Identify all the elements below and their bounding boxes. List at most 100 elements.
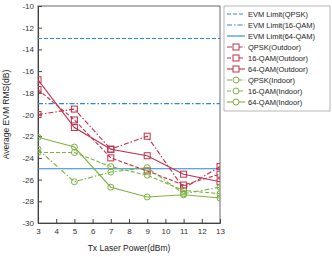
tick-label: 13 <box>216 227 225 236</box>
series-line <box>38 38 220 39</box>
tick-mark <box>38 71 42 72</box>
legend-swatch <box>227 35 245 36</box>
legend-item: QPSK(Indoor) <box>227 76 296 85</box>
tick-label: 5 <box>73 227 78 236</box>
legend-marker <box>233 55 239 61</box>
marker <box>144 172 150 178</box>
tick-label: -16 <box>22 67 34 76</box>
marker <box>38 87 41 93</box>
tick: 13 <box>216 219 225 236</box>
tick-label: -28 <box>22 197 34 206</box>
legend: EVM Limit(QPSK) EVM Limit(16-QAM) EVM Limi… <box>224 6 330 111</box>
tick-label: 10 <box>161 227 170 236</box>
marker <box>144 153 150 159</box>
legend-item: EVM Limit(64-QAM) <box>227 32 316 41</box>
legend-marker <box>233 66 239 72</box>
tick-label: 6 <box>91 227 96 236</box>
tick-label: 11 <box>180 227 189 236</box>
tick: 4 <box>54 219 59 236</box>
x-axis: 345678910111213 <box>36 219 225 236</box>
legend-label: 64-QAM(Indoor) <box>248 98 303 107</box>
legend-label: 64-QAM(Outdoor) <box>248 65 309 74</box>
tick-mark <box>165 219 166 223</box>
tick-mark <box>38 28 42 29</box>
legend-item: EVM Limit(QPSK) <box>227 10 309 19</box>
marker <box>108 155 114 161</box>
tick: 10 <box>161 219 170 236</box>
data-layer <box>38 39 220 201</box>
tick-mark <box>56 219 57 223</box>
marker <box>181 171 187 177</box>
legend-label: 16-QAM(Indoor) <box>248 87 303 96</box>
legend-item: 64-QAM(Outdoor) <box>227 65 309 74</box>
series-line <box>38 137 220 198</box>
legend-label: QPSK(Indoor) <box>248 76 296 85</box>
tick: -30 <box>22 219 42 228</box>
marker <box>71 117 77 123</box>
tick-label: -26 <box>22 176 34 185</box>
legend-label: QPSK(Outdoor) <box>248 43 301 52</box>
tick-mark <box>202 219 203 223</box>
tick-mark <box>38 201 42 202</box>
tick-mark <box>129 219 130 223</box>
marker <box>144 165 150 171</box>
tick: 6 <box>91 219 96 236</box>
marker <box>217 195 220 201</box>
tick-label: 3 <box>36 227 41 236</box>
series-line <box>38 149 220 193</box>
marker <box>217 184 220 190</box>
tick-label: -22 <box>22 132 34 141</box>
marker <box>144 133 150 139</box>
tick: -14 <box>22 45 42 54</box>
tick-label: 12 <box>198 227 207 236</box>
tick: -16 <box>22 67 42 76</box>
marker <box>71 106 77 112</box>
legend-swatch <box>227 13 245 14</box>
marker <box>71 125 77 131</box>
tick: -28 <box>22 197 42 206</box>
series-line <box>38 168 220 169</box>
legend-label: EVM Limit(16-QAM) <box>248 21 316 30</box>
tick-mark <box>147 219 148 223</box>
tick-label: -20 <box>22 111 34 120</box>
marker <box>108 146 114 152</box>
plot: 345678910111213-30-28-26-24-22-20-18-16-… <box>22 2 225 236</box>
y-axis: -30 -28 -26 -24 -22 -20 -18 -16 -14 -12 -10 <box>22 2 42 228</box>
legend-label: EVM Limit(64-QAM) <box>248 32 316 41</box>
marker <box>71 144 77 150</box>
tick: -20 <box>22 111 42 120</box>
y-axis-title: Average EVM RMS(dB) <box>1 70 11 160</box>
legend-marker <box>233 77 239 83</box>
x-axis-title: Tx Laser Power(dBm) <box>88 243 171 253</box>
tick-label: 7 <box>109 227 114 236</box>
series-line <box>38 80 220 182</box>
legend-swatch <box>227 24 245 25</box>
legend-item: 16-QAM(Outdoor) <box>227 54 309 63</box>
legend-item: 64-QAM(Indoor) <box>227 98 303 107</box>
tick: -10 <box>22 2 42 11</box>
tick: -12 <box>22 24 42 33</box>
marker <box>71 179 77 185</box>
marker <box>38 77 41 83</box>
legend-item: QPSK(Outdoor) <box>227 43 301 52</box>
tick-label: -24 <box>22 154 34 163</box>
tick-label: -18 <box>22 89 34 98</box>
tick: 11 <box>180 219 189 236</box>
tick: 8 <box>127 219 132 236</box>
tick-mark <box>74 219 75 223</box>
marker <box>108 184 114 190</box>
legend-label: EVM Limit(QPSK) <box>248 10 309 19</box>
marker <box>38 112 41 118</box>
legend-item: EVM Limit(16-QAM) <box>227 21 316 30</box>
legend-item: 16-QAM(Indoor) <box>227 87 303 96</box>
tick-mark <box>111 219 112 223</box>
legend-label: 16-QAM(Outdoor) <box>248 54 309 63</box>
chart: 345678910111213-30-28-26-24-22-20-18-16-… <box>0 0 332 257</box>
tick: 5 <box>73 219 78 236</box>
marker <box>38 149 41 155</box>
tick-mark <box>38 49 42 50</box>
legend-marker <box>233 99 239 105</box>
tick-label: -10 <box>22 2 34 11</box>
series-line <box>38 103 220 104</box>
tick-mark <box>184 219 185 223</box>
